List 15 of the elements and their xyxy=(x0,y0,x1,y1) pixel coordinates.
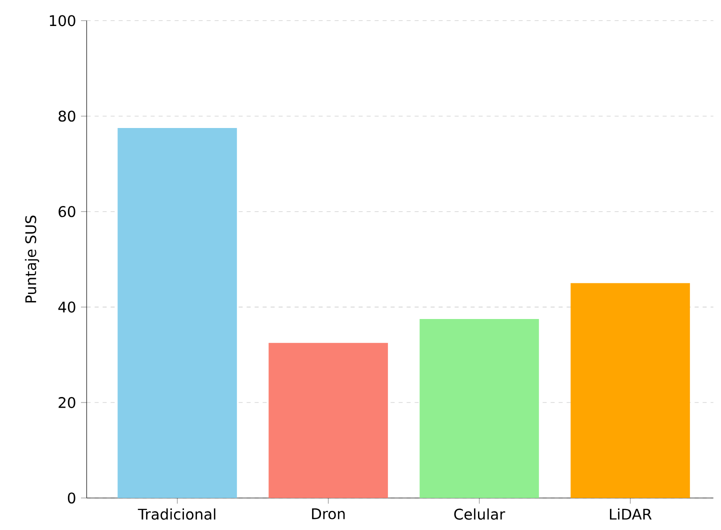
bar xyxy=(268,342,388,498)
y-tick-label: 40 xyxy=(58,302,76,313)
bar xyxy=(570,283,690,498)
x-tick-label: Tradicional xyxy=(138,508,216,520)
y-tick-label: 20 xyxy=(58,396,76,408)
bar xyxy=(118,128,237,498)
y-tick-label: 60 xyxy=(58,206,76,218)
x-tick-label: LiDAR xyxy=(610,508,652,520)
y-tick-label: 80 xyxy=(58,110,76,122)
bar xyxy=(420,318,539,498)
y-axis-title: Puntaje SUS xyxy=(24,216,40,302)
x-tick-label: Dron xyxy=(312,508,345,520)
y-tick-label: 0 xyxy=(68,492,76,504)
y-tick-label: 100 xyxy=(50,15,76,26)
x-tick-label: Celular xyxy=(454,508,506,520)
